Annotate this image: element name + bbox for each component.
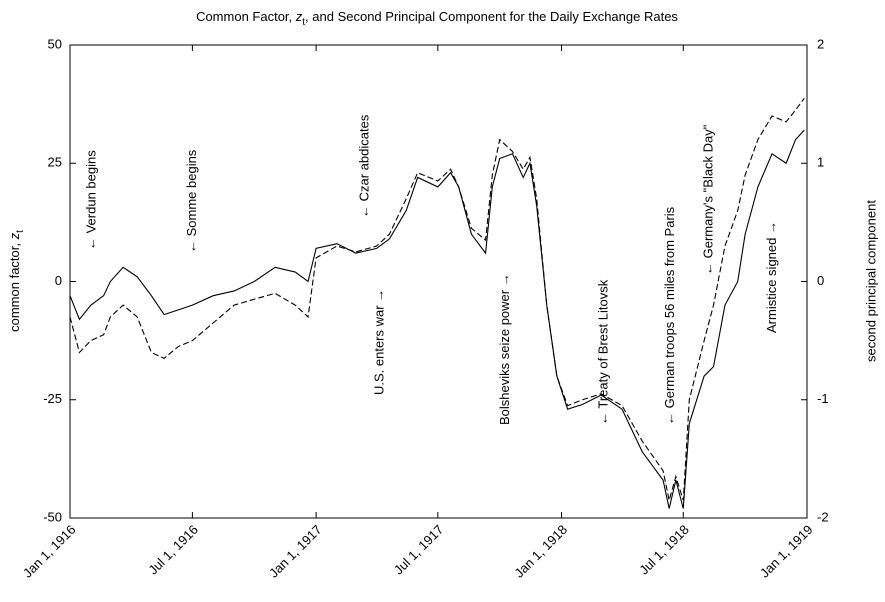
y-tick-label: -25 xyxy=(43,391,62,406)
data-line xyxy=(69,129,805,509)
chart-title: Common Factor, zt, and Second Principal … xyxy=(196,9,678,27)
x-tick-label: Jan 1, 1917 xyxy=(266,522,325,581)
plot-frame xyxy=(69,44,808,519)
x-tick-label: Jan 1, 1918 xyxy=(511,522,570,581)
y-tick-label: 50 xyxy=(48,36,62,51)
x-tick-label: Jan 1, 1916 xyxy=(20,522,79,581)
annotation: ← Treaty of Brest Litovsk xyxy=(595,279,610,425)
annotation: ← Germany's "Black Day" xyxy=(700,124,715,275)
x-tick-label: Jan 1, 1919 xyxy=(757,522,816,581)
annotation: U.S. enters war → xyxy=(371,289,386,395)
annotation: ← Verdun begins xyxy=(84,150,99,250)
x-tick-label: Jul 1, 1918 xyxy=(636,522,692,578)
annotation: ← Somme begins xyxy=(184,149,199,253)
y-tick-label: 0 xyxy=(55,273,62,288)
annotation: Armistice signed → xyxy=(764,221,779,333)
annotation: ← Czar abdicates xyxy=(357,114,372,218)
y-axis-label: common factor, zt xyxy=(7,230,25,332)
y2-tick-label: 1 xyxy=(817,155,824,170)
y2-tick-label: 0 xyxy=(817,273,824,288)
data-line xyxy=(69,97,805,501)
y2-tick-label: 2 xyxy=(817,36,824,51)
annotation: Bolsheviks seize power → xyxy=(497,273,512,425)
x-tick-label: Jul 1, 1917 xyxy=(391,522,447,578)
y-tick-label: 25 xyxy=(48,155,62,170)
y2-tick-label: -1 xyxy=(817,391,829,406)
y-tick-label: -50 xyxy=(43,509,62,524)
y2-axis-label: second principal component xyxy=(863,200,878,362)
annotation: ← German troops 56 miles from Paris xyxy=(662,206,677,425)
x-tick-label: Jul 1, 1916 xyxy=(145,522,201,578)
y2-tick-label: -2 xyxy=(817,509,829,524)
